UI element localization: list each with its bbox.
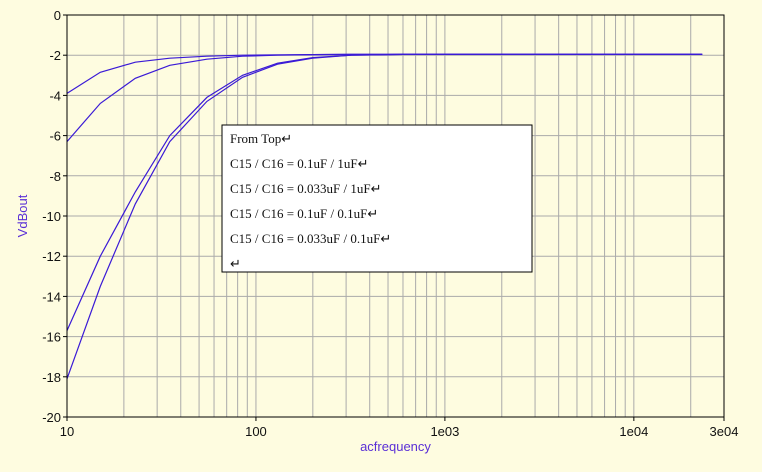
y-tick-label: -20 bbox=[42, 410, 61, 425]
y-tick-label: -2 bbox=[49, 48, 61, 63]
series-lines bbox=[66, 53, 703, 380]
series-line-4 bbox=[66, 53, 703, 380]
y-tick-label: -4 bbox=[49, 88, 61, 103]
x-tick-label: 100 bbox=[245, 424, 267, 439]
annotation-line: ↵ bbox=[230, 256, 241, 271]
x-tick-label: 1e04 bbox=[619, 424, 648, 439]
x-tick-labels: 10 100 1e03 1e04 3e04 bbox=[60, 417, 739, 439]
annotation-line: From Top↵ bbox=[230, 131, 292, 146]
x-axis-label: acfrequency bbox=[360, 439, 431, 454]
y-tick-label: -10 bbox=[42, 209, 61, 224]
x-tick-label: 10 bbox=[60, 424, 74, 439]
y-tick-label: 0 bbox=[54, 8, 61, 23]
annotation-line: C15 / C16 = 0.1uF / 1uF↵ bbox=[230, 156, 369, 171]
y-tick-label: -8 bbox=[49, 169, 61, 184]
annotation-background bbox=[221, 124, 533, 273]
annotation-line: C15 / C16 = 0.033uF / 0.1uF↵ bbox=[230, 231, 391, 246]
x-tick-label: 3e04 bbox=[710, 424, 739, 439]
x-tick-label: 1e03 bbox=[430, 424, 459, 439]
y-axis-label: VdBout bbox=[15, 194, 30, 237]
y-tick-label: -6 bbox=[49, 129, 61, 144]
y-tick-label: -12 bbox=[42, 249, 61, 264]
annotation-line: C15 / C16 = 0.1uF / 0.1uF↵ bbox=[230, 206, 378, 221]
annotation-box: From Top↵ C15 / C16 = 0.1uF / 1uF↵ C15 / C… bbox=[221, 124, 533, 273]
y-tick-labels: 0 -2 -4 -6 -8 -10 -12 -14 -16 -18 -20 bbox=[42, 8, 67, 425]
annotation-line: C15 / C16 = 0.033uF / 1uF↵ bbox=[230, 181, 382, 196]
y-tick-label: -14 bbox=[42, 289, 61, 304]
y-tick-label: -16 bbox=[42, 330, 61, 345]
y-tick-label: -18 bbox=[42, 370, 61, 385]
